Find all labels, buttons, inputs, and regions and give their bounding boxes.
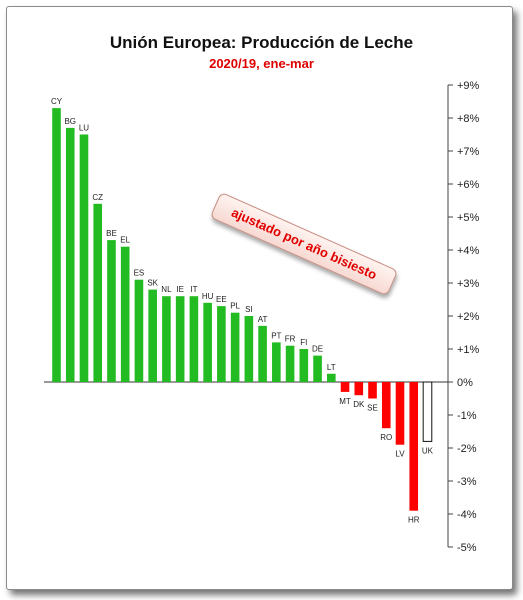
bar-bg [65, 127, 75, 383]
bar-hr [409, 382, 419, 511]
y-tick-label: +2% [457, 311, 480, 323]
bar-be [107, 240, 116, 382]
bar-cy [52, 108, 61, 382]
bar-ie [175, 296, 185, 382]
y-tick-label: -3% [457, 476, 477, 488]
category-label: PL [230, 302, 240, 311]
category-label: UK [422, 446, 434, 455]
bar-es [134, 279, 144, 382]
chart-title: Unión Europea: Producción de Leche [109, 33, 414, 52]
bar-pt [272, 342, 281, 382]
bar-lt [327, 373, 336, 382]
category-label: DK [353, 400, 365, 409]
bar-pl [230, 312, 240, 382]
category-label: RO [380, 433, 392, 442]
category-label: PT [271, 331, 281, 340]
bar-el [120, 246, 130, 382]
category-label: MT [339, 397, 351, 406]
category-label: ES [134, 269, 145, 278]
y-tick-label: +4% [457, 245, 480, 257]
category-label: SI [245, 305, 253, 314]
category-label: CY [51, 97, 63, 106]
y-tick-label: -4% [457, 509, 477, 521]
bar-lv [395, 382, 405, 445]
bar-cz [93, 203, 103, 382]
category-label: EL [120, 236, 130, 245]
category-label: FR [285, 335, 296, 344]
y-tick-label: +7% [457, 146, 480, 158]
category-label: HU [202, 292, 214, 301]
bar-dk [354, 382, 364, 396]
category-label: LT [327, 363, 336, 372]
category-label: LU [79, 124, 89, 133]
category-label: HR [408, 516, 420, 525]
category-label: NL [161, 285, 172, 294]
category-label: DE [312, 345, 323, 354]
chart-frame [6, 6, 513, 590]
category-label: BE [106, 229, 117, 238]
bar-mt [340, 382, 350, 392]
bar-si [244, 316, 254, 382]
bar-ro [381, 382, 391, 429]
chart-subtitle: 2020/19, ene-mar [209, 56, 314, 71]
bar-fi [299, 349, 309, 382]
category-label: SK [147, 279, 158, 288]
bar-hu [203, 302, 212, 382]
category-label: FI [300, 338, 307, 347]
bar-at [258, 325, 267, 382]
category-label: IE [176, 285, 184, 294]
bar-de [313, 355, 322, 382]
category-label: AT [258, 315, 268, 324]
y-tick-label: 0% [457, 377, 473, 389]
bar-lu [79, 134, 89, 382]
category-label: BG [64, 117, 76, 126]
y-tick-label: -1% [457, 410, 477, 422]
bar-sk [148, 289, 157, 382]
y-tick-label: +9% [457, 80, 480, 92]
bar-nl [162, 296, 171, 382]
y-tick-label: -2% [457, 443, 477, 455]
bar-fr [285, 345, 295, 382]
y-tick-label: -5% [457, 542, 477, 554]
bar-it [189, 296, 199, 382]
category-label: EE [216, 295, 227, 304]
category-label: LV [395, 450, 405, 459]
y-tick-label: +8% [457, 113, 480, 125]
y-tick-label: +5% [457, 212, 480, 224]
bar-ee [217, 306, 226, 382]
category-label: SE [367, 404, 378, 413]
bar-uk [422, 381, 433, 442]
y-tick-label: +1% [457, 344, 480, 356]
y-tick-label: +6% [457, 179, 480, 191]
bar-se [368, 382, 377, 399]
y-tick-label: +3% [457, 278, 480, 290]
category-label: IT [190, 285, 197, 294]
category-label: CZ [92, 193, 103, 202]
